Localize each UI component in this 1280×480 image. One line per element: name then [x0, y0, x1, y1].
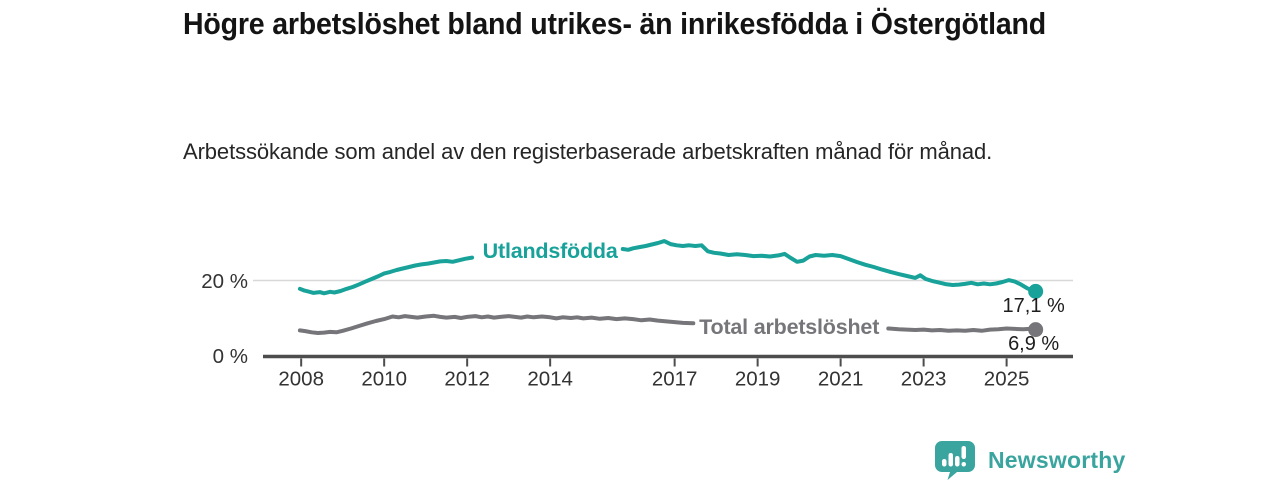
x-tick-label-2025: 2025 [984, 368, 1030, 391]
brand-footer: Newsworthy [933, 440, 1125, 480]
newsworthy-logo-icon [935, 441, 975, 480]
chart-title: Högre arbetslöshet bland utrikes- än inr… [183, 6, 1047, 41]
x-tick-label-2023: 2023 [901, 368, 947, 391]
series-line-utlandsf-dda-1 [297, 255, 475, 296]
end-value-label-utlandsf-dda: 17,1 % [1003, 295, 1065, 317]
end-dot-total-arbetsl-shet [1028, 322, 1044, 338]
series-label-utlandsf-dda: Utlandsfödda [483, 239, 619, 263]
series-line-total-arbetsl-shet-2 [886, 326, 1038, 333]
y-tick-label-20: 20 % [201, 270, 248, 293]
chart-header: Högre arbetslöshet bland utrikes- än inr… [183, 2, 1183, 46]
end-dot-utlandsf-dda [1028, 283, 1044, 299]
x-tick-label-2014: 2014 [527, 368, 573, 391]
x-tick-label-2021: 2021 [818, 368, 864, 391]
x-tick-label-2019: 2019 [735, 368, 781, 391]
y-tick-label-0: 0 % [213, 345, 248, 368]
brand-name: Newsworthy [988, 446, 1126, 473]
series-line-utlandsf-dda-2 [620, 239, 1038, 294]
x-tick-label-2017: 2017 [652, 368, 698, 391]
end-value-label-total-arbetsl-shet: 6,9 % [1008, 333, 1059, 355]
x-tick-label-2012: 2012 [444, 368, 490, 391]
x-tick-label-2008: 2008 [278, 368, 324, 391]
series-line-total-arbetsl-shet-1 [297, 313, 696, 335]
x-tick-label-2010: 2010 [361, 368, 407, 391]
chart-subtitle: Arbetssökande som andel av den registerb… [183, 139, 993, 164]
series-label-total-arbetsl-shet: Total arbetslöshet [699, 315, 879, 339]
